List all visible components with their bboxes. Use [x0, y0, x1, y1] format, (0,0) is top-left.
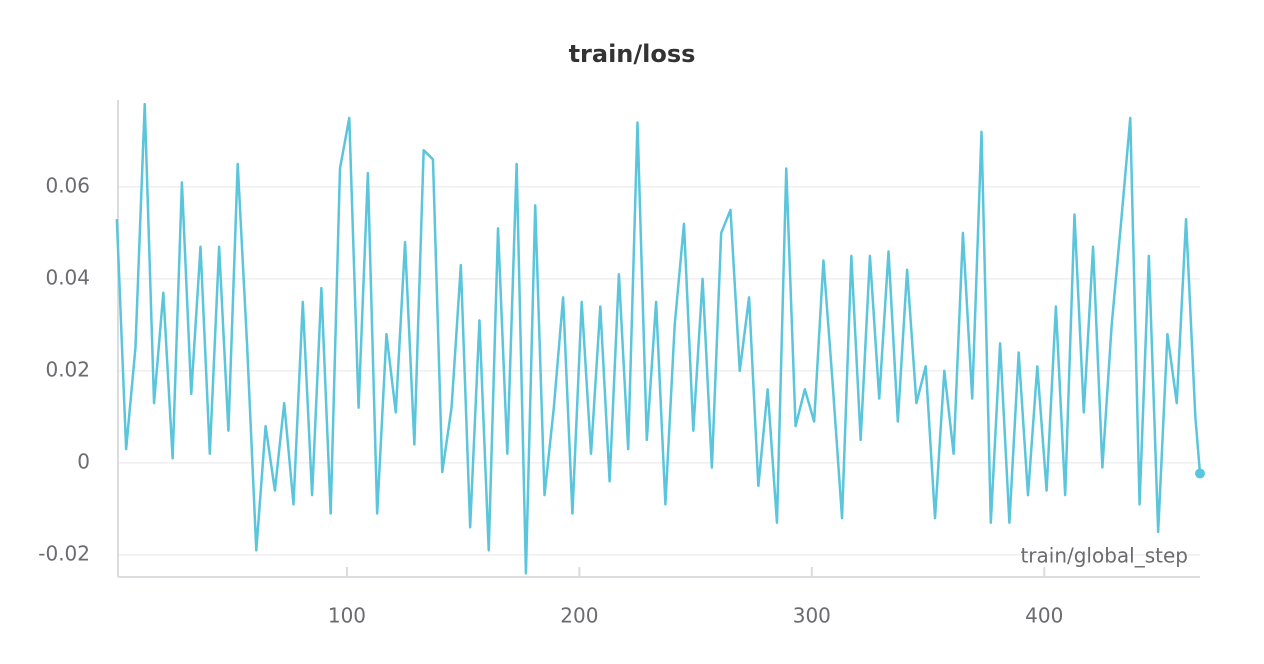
y-tick-label: 0.04	[45, 265, 90, 289]
y-tick-label: 0	[77, 449, 90, 473]
loss-line	[115, 102, 1202, 575]
y-tick-label: 0.02	[45, 357, 90, 381]
x-tick-label: 400	[1025, 604, 1063, 628]
y-tick-label: 0.06	[45, 173, 90, 197]
x-tick-label: 100	[328, 604, 366, 628]
y-tick-label: -0.02	[38, 541, 90, 565]
x-tick-label: 200	[560, 604, 598, 628]
end-point	[1195, 468, 1205, 479]
x-tick-label: 300	[793, 604, 831, 628]
chart-title: train/loss	[569, 40, 696, 68]
x-axis-label: train/global_step	[1020, 544, 1188, 568]
